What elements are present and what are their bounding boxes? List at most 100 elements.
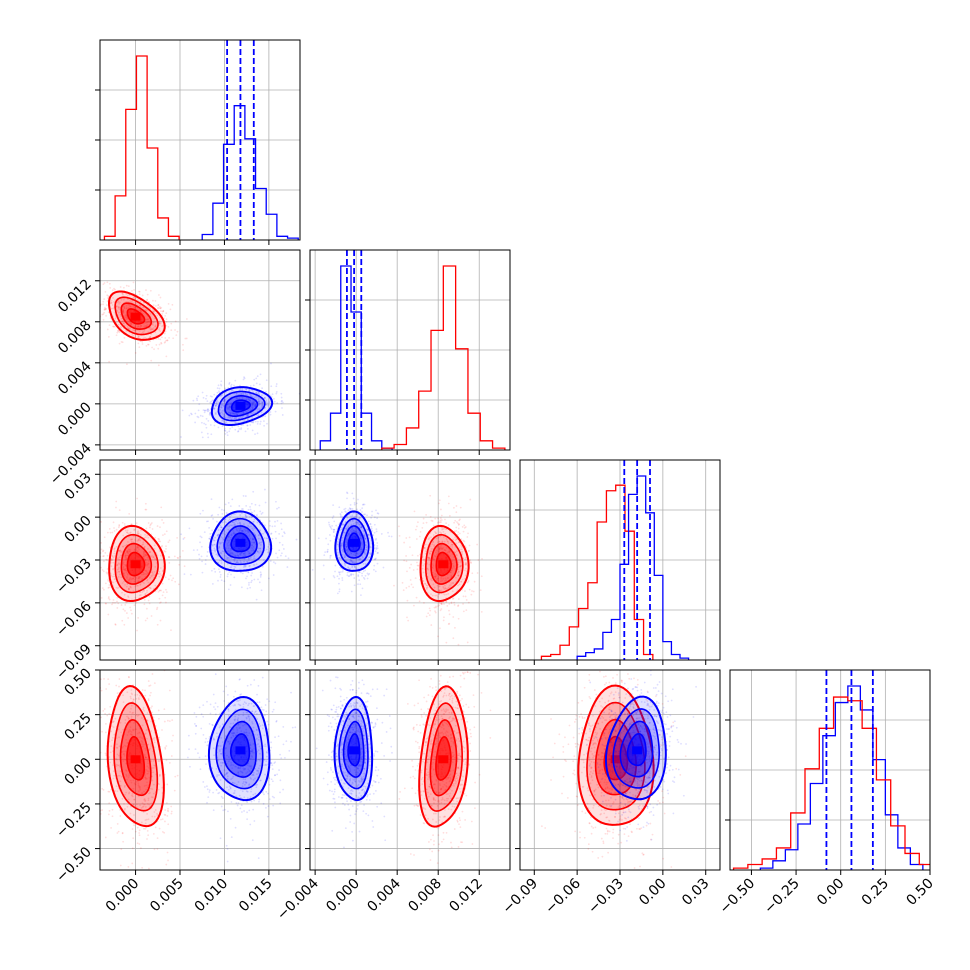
scatter-point [242,423,245,426]
scatter-point [209,535,212,538]
scatter-point [439,590,441,592]
scatter-point [470,593,473,596]
scatter-point [164,550,167,553]
scatter-point [107,578,110,581]
scatter-point [235,561,238,564]
scatter-point [125,316,128,319]
scatter-point [137,580,140,582]
scatter-point [126,583,129,585]
scatter-point [104,308,107,311]
scatter-point [121,619,124,622]
scatter-point [149,336,152,338]
scatter-point [123,563,126,566]
scatter-point [141,340,144,343]
scatter-point [163,533,166,536]
scatter-point [254,405,257,407]
scatter-point [306,502,308,504]
scatter-point [345,545,348,548]
scatter-point [441,548,444,550]
scatter-point [150,522,153,524]
scatter-point [236,413,239,416]
scatter-point [148,685,151,687]
scatter-point [222,550,225,553]
scatter-point [144,337,147,339]
scatter-point [155,608,158,611]
scatter-point [226,539,229,542]
scatter-point [457,522,459,525]
scatter-point [157,337,160,340]
scatter-point [424,550,427,553]
scatter-point [149,336,152,338]
scatter-point [251,538,254,540]
scatter-point [151,528,154,530]
scatter-point [115,506,117,509]
scatter-point [347,509,350,512]
scatter-point [241,393,244,396]
scatter-point [355,530,358,533]
scatter-point [125,585,128,588]
scatter-point [143,603,146,606]
scatter-point [158,570,161,573]
scatter-point [448,550,451,553]
scatter-point [121,320,124,323]
scatter-point [248,389,250,391]
scatter-point [182,343,184,346]
scatter-point [107,678,110,680]
scatter-point [122,568,125,571]
scatter-point [220,526,223,529]
scatter-point [248,516,251,518]
scatter-point [346,552,349,555]
scatter-point [357,522,359,524]
scatter-point [226,403,229,406]
scatter-point [137,530,140,533]
scatter-point [443,616,445,619]
scatter-point [147,562,150,565]
scatter-point [113,575,116,578]
scatter-point [102,283,105,286]
scatter-point [341,549,344,552]
scatter-point [168,539,171,542]
scatter-point [249,537,252,540]
scatter-point [446,540,449,543]
scatter-point [266,537,269,540]
scatter-point [217,529,220,531]
scatter-point [259,529,261,531]
scatter-point [440,532,443,534]
scatter-point [405,537,408,539]
scatter-point [123,568,125,571]
scatter-point [196,399,199,402]
scatter-point [115,316,117,319]
scatter-point [457,584,459,587]
scatter-point [469,498,472,501]
scatter-point [224,520,227,523]
scatter-point [209,412,212,415]
scatter-point [211,395,213,398]
scatter-point [437,577,439,580]
scatter-point [109,705,112,708]
scatter-point [142,553,145,556]
scatter-point [214,536,217,539]
scatter-point [221,541,224,544]
scatter-point [434,555,437,558]
scatter-point [124,609,126,612]
scatter-point [358,579,361,582]
scatter-point [120,550,123,553]
scatter-point [329,555,332,557]
scatter-point [146,293,149,296]
scatter-point [121,310,124,313]
scatter-point [177,583,180,586]
scatter-point [127,285,130,288]
scatter-point [249,412,252,415]
scatter-point [273,397,275,400]
scatter-point [211,545,214,547]
scatter-point [438,547,441,550]
scatter-point [125,315,127,318]
scatter-point [438,601,441,604]
scatter-point [206,410,209,413]
scatter-point [133,307,136,309]
scatter-point [447,495,450,498]
scatter-point [97,690,99,692]
scatter-point [102,300,105,303]
scatter-point [220,562,223,564]
scatter-point [240,393,243,395]
